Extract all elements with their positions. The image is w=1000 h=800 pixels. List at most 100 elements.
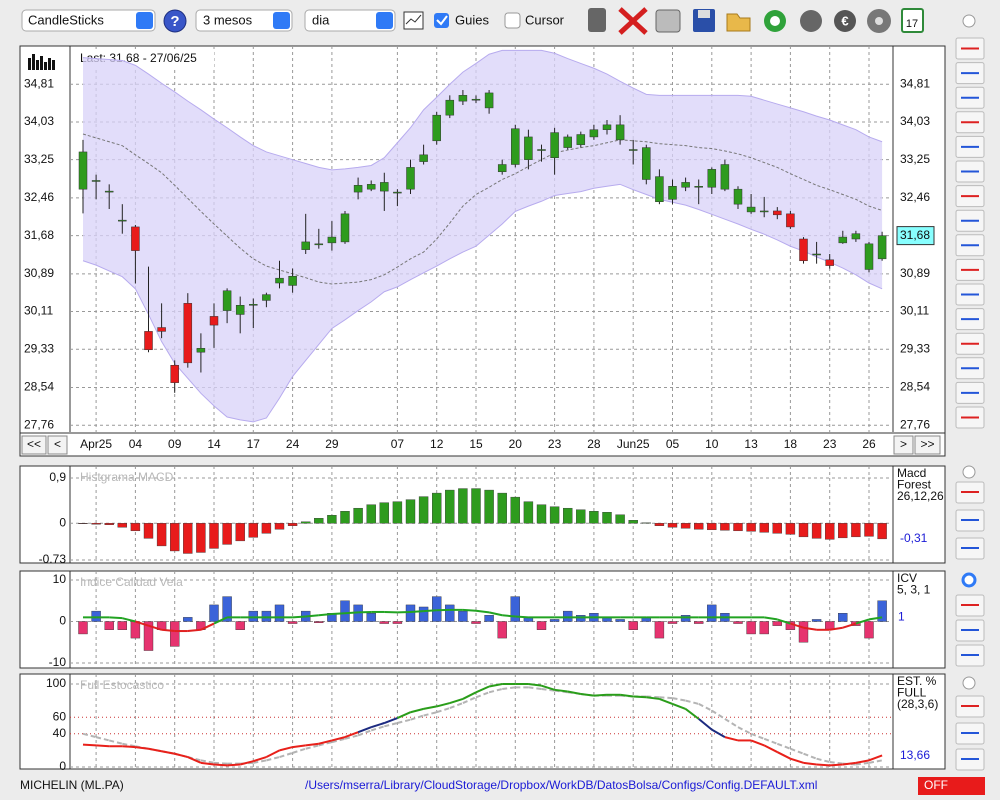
candle-body <box>576 134 586 145</box>
bar <box>877 600 887 622</box>
export-button[interactable] <box>800 10 822 32</box>
k-line <box>750 739 765 747</box>
guides-checkbox[interactable] <box>434 13 449 28</box>
cursor-checkbox[interactable] <box>504 12 521 29</box>
signal-line <box>292 615 306 619</box>
k-line <box>318 739 333 745</box>
y-tick-label: 33,25 <box>24 152 54 166</box>
x-tick-label: 07 <box>391 437 405 451</box>
d-line <box>685 699 699 705</box>
radio-icv[interactable] <box>961 572 977 588</box>
bar <box>484 615 494 622</box>
calendar-button[interactable] <box>901 8 924 33</box>
y-tick-label: 0 <box>59 614 66 628</box>
d-line <box>305 744 320 750</box>
nav-button[interactable] <box>47 435 68 455</box>
band-lower <box>82 183 883 423</box>
bar <box>274 523 285 530</box>
nav-button[interactable] <box>914 435 941 455</box>
candle-body <box>733 188 743 205</box>
delete-button[interactable] <box>618 7 648 35</box>
d-line <box>200 759 215 764</box>
d-line <box>790 747 804 755</box>
k-line <box>659 698 673 705</box>
k-line <box>174 752 189 759</box>
radio-macd[interactable] <box>962 465 976 479</box>
y-tick-label: 34,81 <box>24 76 54 90</box>
candle-body <box>759 210 769 213</box>
x-tick-label: Apr25 <box>80 437 112 451</box>
y-tick-label: 40 <box>53 726 67 740</box>
k-line <box>593 693 608 697</box>
bar <box>392 501 403 524</box>
y-tick-label: 60 <box>53 709 67 723</box>
candle-body <box>104 190 114 193</box>
print-button[interactable] <box>655 9 681 33</box>
panel-legend: FULL <box>897 686 927 700</box>
interval-select[interactable] <box>304 9 396 32</box>
bar <box>130 621 141 639</box>
bar <box>471 621 481 624</box>
d-line <box>331 737 346 744</box>
candle-body <box>524 136 533 160</box>
nav-button[interactable] <box>893 435 914 455</box>
d-line <box>711 709 726 720</box>
signal-line <box>135 620 149 627</box>
candle-body <box>694 186 703 188</box>
d-line <box>82 732 97 739</box>
candle-body <box>144 331 153 351</box>
toolbar: CandleSticks ? 3 mesos dia Guies Cursor … <box>21 7 976 35</box>
candle-body <box>825 259 834 266</box>
candle-body <box>235 305 245 315</box>
y-tick-label: -10 <box>49 655 67 669</box>
k-line <box>567 690 581 695</box>
candle-body <box>864 243 874 270</box>
y-tick-label: 10 <box>53 572 67 586</box>
help-button[interactable] <box>163 9 187 33</box>
x-tick-label: 15 <box>469 437 483 451</box>
select-arrow <box>273 12 290 29</box>
candle-body <box>589 129 599 138</box>
bar <box>589 511 599 524</box>
bar <box>117 523 128 528</box>
signal-line <box>868 616 883 621</box>
radio-main[interactable] <box>962 14 976 28</box>
bar <box>196 523 206 553</box>
type-select[interactable] <box>21 9 156 32</box>
x-tick-label: 10 <box>705 437 719 451</box>
k-line <box>449 697 464 705</box>
candle-body <box>497 164 507 173</box>
d-line <box>122 742 136 748</box>
bar <box>602 512 612 524</box>
k-line <box>148 747 162 753</box>
d-line <box>370 725 385 732</box>
bar <box>667 523 678 528</box>
bar <box>169 523 180 552</box>
trash-button[interactable] <box>588 8 606 32</box>
k-line <box>331 736 346 742</box>
bar <box>851 523 861 538</box>
bar <box>274 604 285 622</box>
period-select[interactable] <box>195 9 293 32</box>
nav-button[interactable] <box>21 435 47 455</box>
bar <box>405 499 416 524</box>
currency-button[interactable] <box>834 10 856 32</box>
x-tick-label: 20 <box>509 437 523 451</box>
radio-stoch[interactable] <box>962 676 976 690</box>
candle-body <box>550 132 559 158</box>
signal-line <box>423 609 437 613</box>
signal-line <box>790 622 804 629</box>
bar <box>628 621 638 631</box>
open-button[interactable] <box>726 13 751 32</box>
config-path[interactable]: /Users/mserra/Library/CloudStorage/Dropb… <box>305 778 817 792</box>
status-box[interactable] <box>918 777 985 795</box>
band-area <box>83 50 883 422</box>
k-line <box>763 744 778 753</box>
bar <box>510 496 520 524</box>
candle-body <box>773 210 782 216</box>
x-tick-label: 28 <box>587 437 601 451</box>
bar <box>510 596 520 622</box>
candle-body <box>406 167 415 190</box>
bar <box>523 501 534 524</box>
d-line <box>528 686 542 690</box>
